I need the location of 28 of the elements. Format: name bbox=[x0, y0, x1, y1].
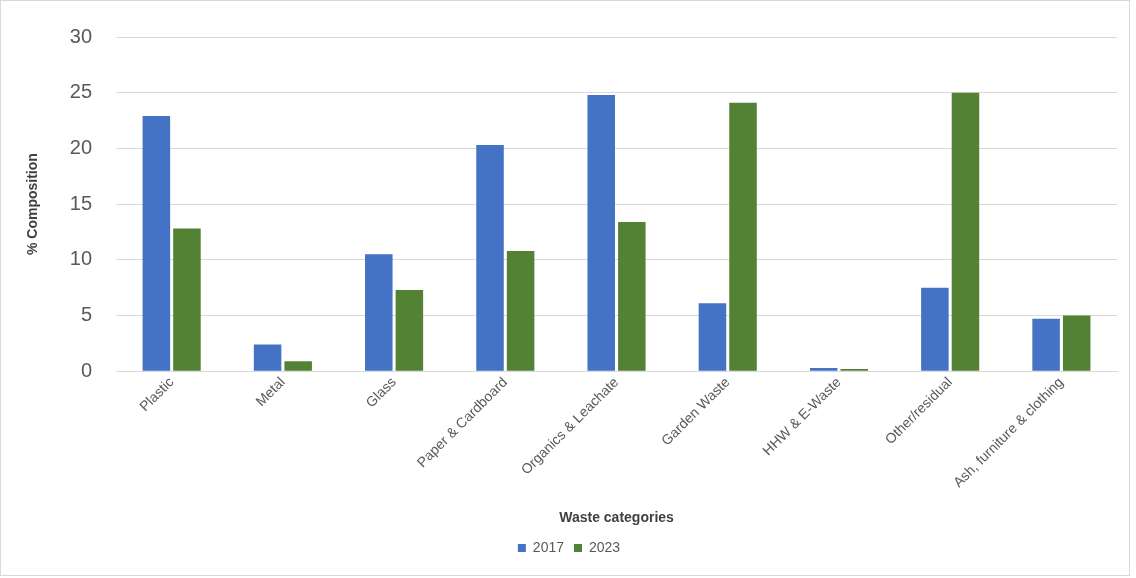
y-tick-label: 10 bbox=[69, 247, 93, 270]
y-tick-label: 5 bbox=[80, 303, 93, 326]
y-axis-title: % Composition bbox=[24, 153, 41, 256]
bar bbox=[809, 367, 838, 371]
bar bbox=[1032, 318, 1060, 371]
legend-label: 2017 bbox=[532, 538, 565, 555]
bar bbox=[476, 145, 504, 371]
bar bbox=[253, 344, 282, 371]
y-tick-label: 30 bbox=[69, 24, 93, 47]
bar bbox=[395, 289, 424, 371]
bar bbox=[698, 303, 727, 371]
bar bbox=[284, 361, 312, 371]
bar bbox=[142, 116, 171, 371]
bar bbox=[618, 221, 646, 371]
bar bbox=[951, 92, 980, 371]
x-axis-title: Waste categories bbox=[559, 509, 675, 526]
y-tick-label: 15 bbox=[69, 191, 93, 214]
bar bbox=[587, 94, 615, 371]
bar bbox=[365, 254, 393, 371]
bar bbox=[1062, 315, 1091, 371]
y-tick-label: 25 bbox=[69, 80, 93, 103]
y-tick-label: 0 bbox=[80, 358, 93, 381]
y-tick-label: 20 bbox=[69, 135, 93, 158]
bar bbox=[729, 102, 757, 371]
bar bbox=[506, 250, 535, 371]
bar bbox=[173, 228, 201, 371]
legend-label: 2023 bbox=[589, 538, 621, 555]
bar bbox=[921, 287, 949, 371]
